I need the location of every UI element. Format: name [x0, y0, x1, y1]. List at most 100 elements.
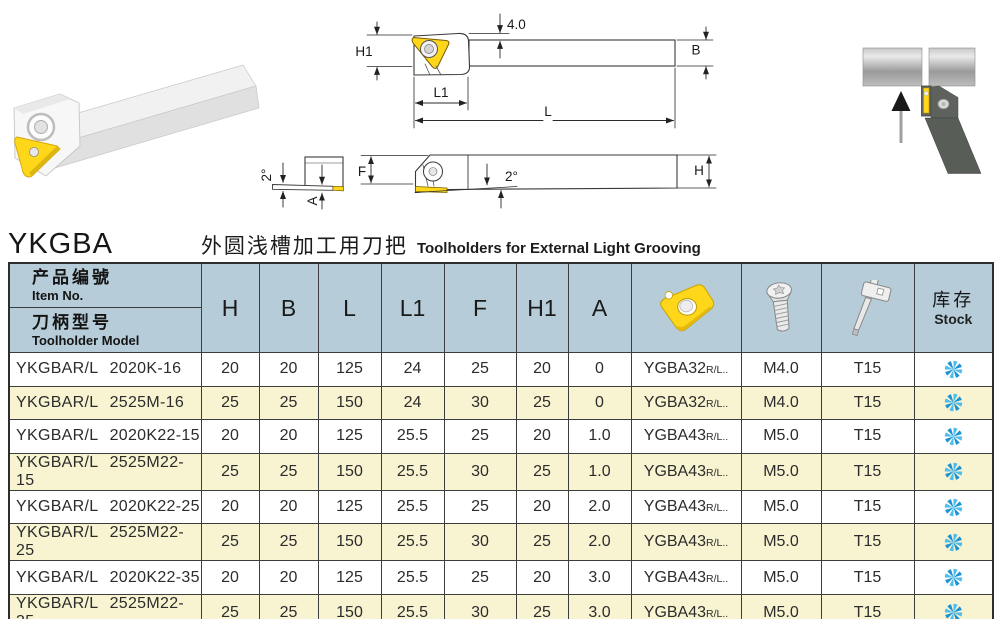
- dim-label-a: A: [305, 196, 320, 205]
- workpiece-left: [862, 47, 923, 87]
- h-cell: 25: [200, 385, 260, 421]
- a-cell: 0: [567, 352, 632, 387]
- item-no-label-en: Item No.: [32, 288, 84, 303]
- stock-cell: [913, 560, 994, 595]
- l-cell: 125: [317, 489, 382, 525]
- a-cell: 3.0: [567, 560, 632, 595]
- col-header-A: A: [567, 262, 632, 353]
- stock-icon: [944, 533, 962, 552]
- stock-icon: [944, 427, 962, 446]
- model-cell: YKGBAR/L 2525M-16: [8, 385, 202, 421]
- screw-size-cell: M4.0: [740, 385, 822, 421]
- screw-size-cell: M4.0: [740, 352, 822, 387]
- screw-column-header: [740, 262, 822, 353]
- l-cell: 150: [317, 385, 382, 421]
- l-cell: 150: [317, 593, 382, 619]
- model-cell: YKGBAR/L 2020K-16: [8, 352, 202, 387]
- dim-label-h: H: [694, 163, 704, 178]
- l1-cell: 24: [380, 385, 445, 421]
- model-cell: YKGBAR/L 2020K22-35: [8, 560, 202, 595]
- insert-model-cell: YGBA32R/L..: [630, 352, 742, 387]
- screw-size-cell: M5.0: [740, 593, 822, 619]
- key-size-cell: T15: [820, 593, 915, 619]
- f-cell: 30: [443, 385, 517, 421]
- table-row: YKGBAR/L 2020K22-15 20 20 125 25.5 25 20…: [8, 419, 994, 454]
- b-cell: 20: [258, 489, 319, 525]
- h1-cell: 25: [515, 385, 569, 421]
- key-size-cell: T15: [820, 352, 915, 387]
- spec-table: 产品编號 Item No. 刀柄型号 Toolholder Model H B …: [8, 262, 994, 619]
- item-no-label-cn: 产品编號: [32, 268, 112, 287]
- title-bar: YKGBA 外圆浅槽加工用刀把 Toolholders for External…: [8, 228, 992, 262]
- stock-label-cn: 库存: [932, 289, 975, 310]
- dim-label-angle-detail: 2°: [259, 169, 274, 182]
- insert-icon: [660, 284, 715, 332]
- dim-label-l1: L1: [433, 85, 448, 100]
- screw-size-cell: M5.0: [740, 419, 822, 454]
- key-size-cell: T15: [820, 385, 915, 421]
- insert-column-header: [630, 262, 742, 353]
- h1-cell: 20: [515, 489, 569, 525]
- workpiece-right: [928, 47, 976, 87]
- f-cell: 25: [443, 352, 517, 387]
- dim-label-h1: H1: [355, 44, 372, 59]
- a-cell: 1.0: [567, 419, 632, 454]
- table-row: YKGBAR/L 2525M22-15 25 25 150 25.5 30 25…: [8, 452, 994, 491]
- dim-label-angle: 2°: [505, 169, 518, 184]
- top-view-drawing: H1 4.0 B L1 L: [355, 13, 714, 129]
- h1-cell: 20: [515, 352, 569, 387]
- b-cell: 25: [258, 523, 319, 562]
- screw-size-cell: M5.0: [740, 523, 822, 562]
- l-cell: 150: [317, 523, 382, 562]
- l1-cell: 25.5: [380, 560, 445, 595]
- model-cell: YKGBAR/L 2525M22-25: [8, 523, 202, 562]
- insert-model-cell: YGBA43R/L..: [630, 452, 742, 491]
- model-cell: YKGBAR/L 2525M22-15: [8, 452, 202, 491]
- stock-cell: [913, 419, 994, 454]
- a-cell: 2.0: [567, 489, 632, 525]
- model-label-cn: 刀柄型号: [32, 312, 112, 332]
- table-row: YKGBAR/L 2525M-16 25 25 150 24 30 25 0 Y…: [8, 385, 994, 421]
- insert-application: [923, 87, 930, 114]
- side-view-drawing: F 2° H: [358, 154, 717, 209]
- b-cell: 25: [258, 593, 319, 619]
- l1-cell: 25.5: [380, 593, 445, 619]
- stock-icon: [944, 463, 962, 481]
- b-cell: 20: [258, 352, 319, 387]
- model-label-en: Toolholder Model: [32, 332, 140, 348]
- h1-cell: 25: [515, 593, 569, 619]
- f-cell: 30: [443, 523, 517, 562]
- technical-drawings: H1 4.0 B L1 L: [13, 13, 982, 210]
- subtitle-english: Toolholders for External Light Grooving: [416, 240, 701, 257]
- l-cell: 125: [317, 419, 382, 454]
- key-size-cell: T15: [820, 452, 915, 491]
- stock-label-en: Stock: [934, 310, 973, 327]
- col-header-L: L: [317, 262, 382, 353]
- insert-model-cell: YGBA43R/L..: [630, 560, 742, 595]
- torx-key-icon: [851, 280, 891, 336]
- feed-direction-arrow: [891, 91, 911, 143]
- f-cell: 25: [443, 489, 517, 525]
- insert-model-cell: YGBA43R/L..: [630, 419, 742, 454]
- screw-size-cell: M5.0: [740, 560, 822, 595]
- stock-cell: [913, 523, 994, 562]
- a-cell: 2.0: [567, 523, 632, 562]
- key-size-cell: T15: [820, 523, 915, 562]
- h1-cell: 20: [515, 419, 569, 454]
- detail-view-drawing: 2° A: [259, 156, 344, 210]
- b-cell: 20: [258, 560, 319, 595]
- dim-label-f: F: [358, 164, 366, 179]
- table-row: YKGBAR/L 2525M22-25 25 25 150 25.5 30 25…: [8, 523, 994, 562]
- stock-cell: [913, 489, 994, 525]
- header-row: 产品编號 Item No. 刀柄型号 Toolholder Model H B …: [8, 262, 994, 353]
- col-header-F: F: [443, 262, 517, 353]
- h-cell: 25: [200, 523, 260, 562]
- f-cell: 25: [443, 560, 517, 595]
- h-cell: 20: [200, 560, 260, 595]
- stock-icon: [944, 498, 962, 516]
- dim-label-b: B: [691, 43, 700, 58]
- key-size-cell: T15: [820, 489, 915, 525]
- table-body: YKGBAR/L 2020K-16 20 20 125 24 25 20 0 Y…: [8, 352, 994, 619]
- model-cell: YKGBAR/L 2020K22-25: [8, 489, 202, 525]
